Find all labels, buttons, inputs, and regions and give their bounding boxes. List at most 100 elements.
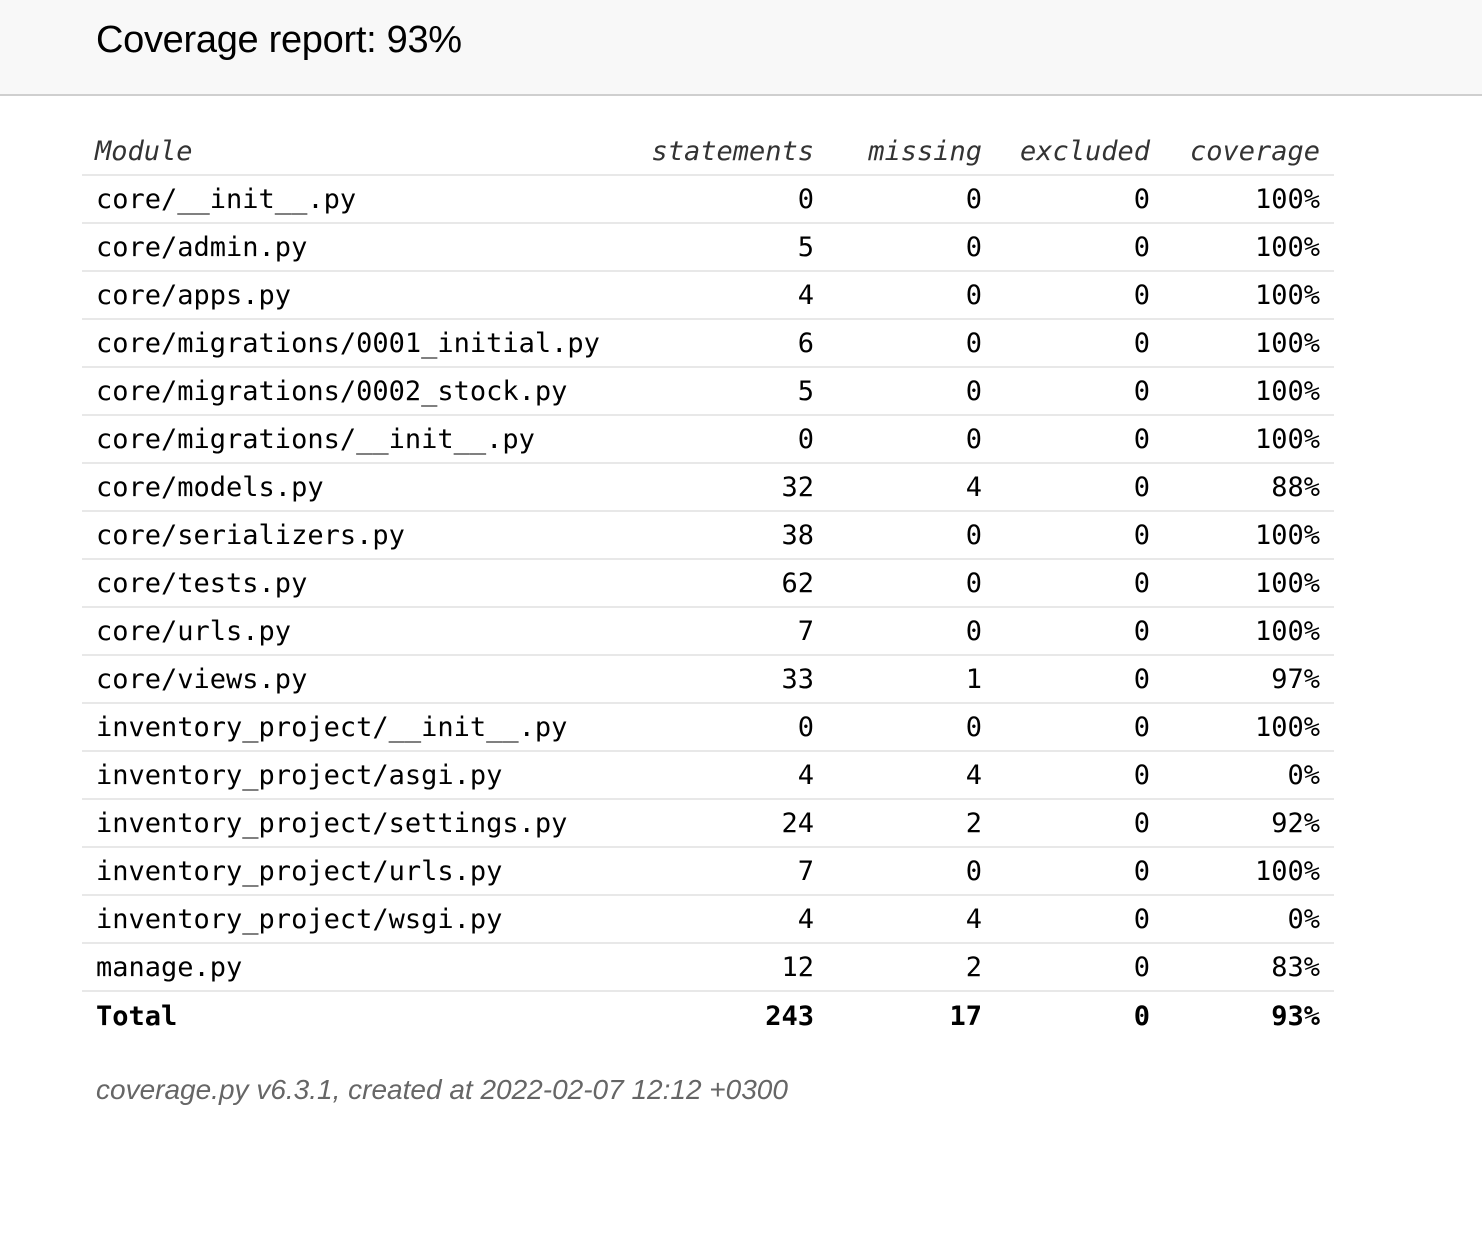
report-header: Coverage report: 93% (0, 0, 1482, 96)
table-row: core/__init__.py 0 0 0 100% (82, 175, 1334, 224)
module-name[interactable]: core/apps.py (82, 271, 632, 320)
table-row: core/serializers.py 38 0 0 100% (82, 511, 1334, 560)
module-name[interactable]: core/models.py (82, 463, 632, 512)
statements-count: 4 (632, 751, 828, 800)
missing-count: 0 (828, 559, 996, 608)
statements-count: 6 (632, 319, 828, 368)
module-name[interactable]: core/migrations/0002_stock.py (82, 367, 632, 416)
excluded-count: 0 (996, 847, 1164, 896)
header-row: Module statements missing excluded cover… (82, 128, 1334, 176)
coverage-percent: 100% (1164, 271, 1334, 320)
table-row: core/models.py 32 4 0 88% (82, 463, 1334, 512)
missing-count: 2 (828, 943, 996, 992)
coverage-percent: 100% (1164, 511, 1334, 560)
table-row: inventory_project/settings.py 24 2 0 92% (82, 799, 1334, 848)
module-name[interactable]: inventory_project/settings.py (82, 799, 632, 848)
total-row: Total 243 17 0 93% (82, 991, 1334, 1040)
excluded-count: 0 (996, 463, 1164, 512)
table-row: inventory_project/__init__.py 0 0 0 100% (82, 703, 1334, 752)
module-name[interactable]: core/__init__.py (82, 175, 632, 224)
table-row: core/admin.py 5 0 0 100% (82, 223, 1334, 272)
module-name[interactable]: inventory_project/urls.py (82, 847, 632, 896)
module-name[interactable]: core/admin.py (82, 223, 632, 272)
column-header-excluded[interactable]: excluded (996, 128, 1164, 176)
total-statements: 243 (765, 1000, 814, 1032)
table-row: manage.py 12 2 0 83% (82, 943, 1334, 992)
module-name[interactable]: inventory_project/__init__.py (82, 703, 632, 752)
table-row: core/tests.py 62 0 0 100% (82, 559, 1334, 608)
total-label: Total (96, 1000, 178, 1032)
excluded-count: 0 (996, 367, 1164, 416)
excluded-count: 0 (996, 943, 1164, 992)
coverage-percent: 100% (1164, 223, 1334, 272)
statements-count: 38 (632, 511, 828, 560)
module-name[interactable]: core/migrations/__init__.py (82, 415, 632, 464)
missing-count: 0 (828, 511, 996, 560)
coverage-percent: 83% (1164, 943, 1334, 992)
column-header-statements[interactable]: statements (632, 128, 828, 176)
table-row: inventory_project/asgi.py 4 4 0 0% (82, 751, 1334, 800)
coverage-percent: 0% (1164, 895, 1334, 944)
statements-count: 12 (632, 943, 828, 992)
missing-count: 4 (828, 895, 996, 944)
excluded-count: 0 (996, 799, 1164, 848)
excluded-count: 0 (996, 703, 1164, 752)
excluded-count: 0 (996, 319, 1164, 368)
module-name[interactable]: core/migrations/0001_initial.py (82, 319, 632, 368)
module-name[interactable]: inventory_project/asgi.py (82, 751, 632, 800)
module-name[interactable]: core/serializers.py (82, 511, 632, 560)
missing-count: 2 (828, 799, 996, 848)
excluded-count: 0 (996, 751, 1164, 800)
statements-count: 4 (632, 271, 828, 320)
missing-count: 0 (828, 271, 996, 320)
statements-count: 0 (632, 415, 828, 464)
footer-text: coverage.py v6.3.1, created at 2022-02-0… (96, 1074, 788, 1105)
excluded-count: 0 (996, 511, 1164, 560)
column-header-missing[interactable]: missing (828, 128, 996, 176)
page-title: Coverage report: 93% (96, 19, 462, 61)
table-footer: Total 243 17 0 93% (82, 991, 1334, 1040)
excluded-count: 0 (996, 271, 1164, 320)
coverage-percent: 88% (1164, 463, 1334, 512)
total-missing: 17 (949, 1000, 982, 1032)
excluded-count: 0 (996, 895, 1164, 944)
coverage-percent: 100% (1164, 703, 1334, 752)
missing-count: 0 (828, 367, 996, 416)
coverage-table: Module statements missing excluded cover… (82, 128, 1334, 1040)
column-header-coverage[interactable]: coverage (1164, 128, 1334, 176)
table-row: core/migrations/0002_stock.py 5 0 0 100% (82, 367, 1334, 416)
excluded-count: 0 (996, 223, 1164, 272)
missing-count: 0 (828, 415, 996, 464)
excluded-count: 0 (996, 655, 1164, 704)
table-body: core/__init__.py 0 0 0 100% core/admin.py 5 0 0 1… (82, 175, 1334, 992)
excluded-count: 0 (996, 415, 1164, 464)
coverage-percent: 100% (1164, 367, 1334, 416)
module-name[interactable]: manage.py (82, 943, 632, 992)
table-row: core/migrations/__init__.py 0 0 0 100% (82, 415, 1334, 464)
module-name[interactable]: core/views.py (82, 655, 632, 704)
table-row: inventory_project/wsgi.py 4 4 0 0% (82, 895, 1334, 944)
statements-count: 33 (632, 655, 828, 704)
missing-count: 1 (828, 655, 996, 704)
excluded-count: 0 (996, 607, 1164, 656)
statements-count: 0 (632, 175, 828, 224)
missing-count: 4 (828, 463, 996, 512)
missing-count: 0 (828, 319, 996, 368)
module-name[interactable]: core/tests.py (82, 559, 632, 608)
column-header-module[interactable]: Module (82, 128, 632, 176)
missing-count: 0 (828, 607, 996, 656)
coverage-percent: 100% (1164, 175, 1334, 224)
total-excluded: 0 (1133, 1000, 1150, 1032)
statements-count: 62 (632, 559, 828, 608)
statements-count: 5 (632, 223, 828, 272)
statements-count: 7 (632, 847, 828, 896)
coverage-percent: 100% (1164, 847, 1334, 896)
coverage-percent: 97% (1164, 655, 1334, 704)
module-name[interactable]: inventory_project/wsgi.py (82, 895, 632, 944)
excluded-count: 0 (996, 175, 1164, 224)
module-name[interactable]: core/urls.py (82, 607, 632, 656)
coverage-percent: 100% (1164, 319, 1334, 368)
table-header: Module statements missing excluded cover… (82, 128, 1334, 176)
coverage-percent: 100% (1164, 415, 1334, 464)
statements-count: 32 (632, 463, 828, 512)
